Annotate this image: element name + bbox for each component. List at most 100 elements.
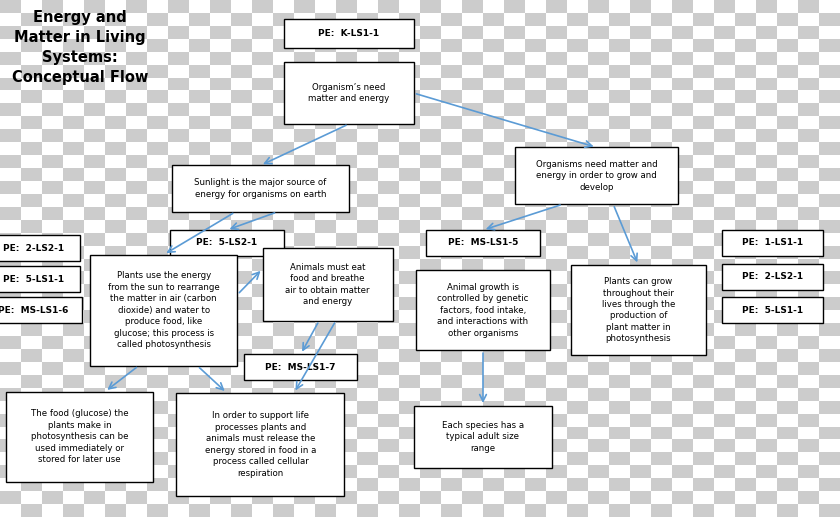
Bar [147,388,168,401]
Bar [819,220,840,233]
Bar [504,78,525,90]
Bar [42,78,63,90]
Bar [21,362,42,375]
Bar [168,168,189,181]
Bar [378,336,399,349]
Bar [357,336,378,349]
Bar [420,78,441,90]
Bar [378,103,399,116]
Bar [84,13,105,26]
Bar [777,26,798,39]
Bar [84,375,105,388]
Bar [336,284,357,297]
Bar [336,0,357,13]
Bar [378,90,399,103]
Bar [504,504,525,517]
Bar [84,388,105,401]
Bar [777,116,798,129]
Bar [504,103,525,116]
Bar [105,194,126,207]
Bar [735,155,756,168]
Bar [693,168,714,181]
Bar [567,168,588,181]
Bar [126,233,147,246]
FancyBboxPatch shape [0,297,82,323]
Bar [63,52,84,65]
Bar [42,129,63,142]
Bar [336,465,357,478]
Bar [231,39,252,52]
Bar [693,284,714,297]
Bar [546,375,567,388]
Bar [756,13,777,26]
Bar [189,375,210,388]
Bar [693,504,714,517]
Bar [546,452,567,465]
Bar [336,439,357,452]
Bar [546,310,567,323]
Bar [294,246,315,258]
Bar [567,246,588,258]
Bar [525,129,546,142]
Bar [756,0,777,13]
Bar [126,465,147,478]
Bar [504,0,525,13]
Bar [630,465,651,478]
Bar [777,465,798,478]
Bar [504,65,525,78]
Bar [588,116,609,129]
Bar [672,284,693,297]
Bar [357,39,378,52]
Bar [378,116,399,129]
Bar [42,258,63,271]
Bar [756,310,777,323]
Text: Plants can grow
throughout their
lives through the
production of
plant matter in: Plants can grow throughout their lives t… [601,277,675,343]
Bar [525,194,546,207]
Bar [21,103,42,116]
Bar [525,336,546,349]
Bar [357,207,378,220]
Bar [483,233,504,246]
Bar [168,129,189,142]
Bar [336,246,357,258]
Bar [819,375,840,388]
Bar [714,375,735,388]
Bar [84,427,105,439]
Bar [441,52,462,65]
Bar [630,336,651,349]
Bar [252,233,273,246]
Bar [504,155,525,168]
Bar [315,439,336,452]
Bar [462,207,483,220]
Bar [735,194,756,207]
Bar [21,90,42,103]
Bar [546,207,567,220]
Bar [231,258,252,271]
Bar [378,142,399,155]
Bar [546,284,567,297]
Bar [294,116,315,129]
Bar [714,52,735,65]
Bar [294,297,315,310]
Bar [210,116,231,129]
Bar [399,65,420,78]
Bar [378,0,399,13]
Bar [462,26,483,39]
Bar [714,465,735,478]
Bar [441,258,462,271]
Bar [294,504,315,517]
Bar [189,233,210,246]
Bar [399,310,420,323]
Bar [504,90,525,103]
Bar [546,26,567,39]
Bar [672,491,693,504]
Bar [588,26,609,39]
Bar [168,504,189,517]
Bar [63,349,84,362]
Bar [672,142,693,155]
Bar [126,323,147,336]
Bar [819,284,840,297]
Bar [231,491,252,504]
Bar [399,181,420,194]
Bar [21,13,42,26]
